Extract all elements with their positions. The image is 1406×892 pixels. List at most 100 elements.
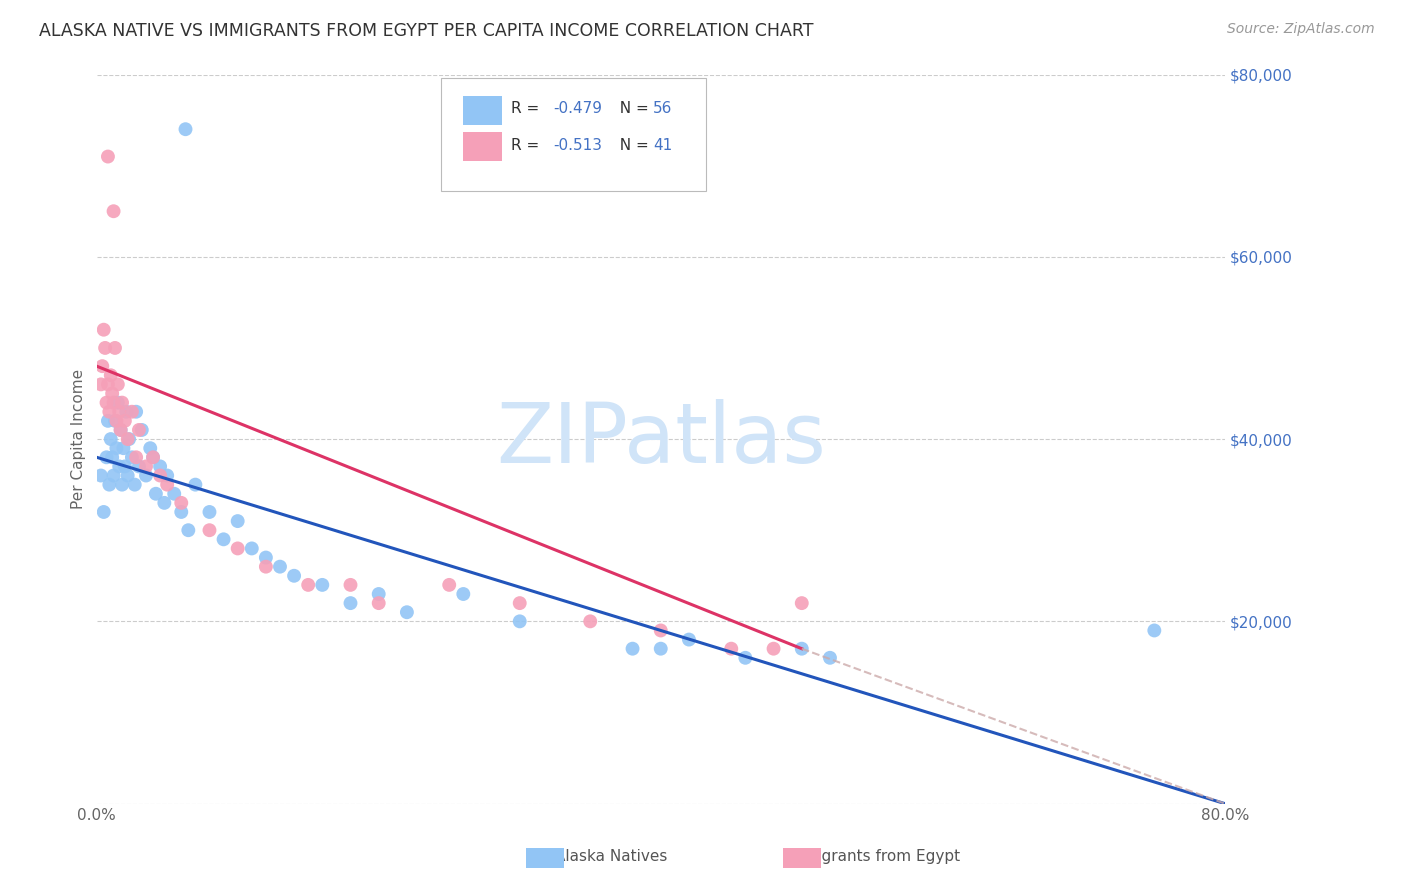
Point xyxy=(105,441,128,455)
Point xyxy=(170,505,193,519)
Point xyxy=(101,450,124,465)
Point xyxy=(135,459,157,474)
Text: N =: N = xyxy=(610,102,654,116)
Point xyxy=(93,323,115,337)
Point xyxy=(212,533,235,547)
Point xyxy=(97,377,120,392)
Text: ZIPatlas: ZIPatlas xyxy=(496,399,825,480)
Point xyxy=(114,459,136,474)
Point xyxy=(509,596,531,610)
Text: Source: ZipAtlas.com: Source: ZipAtlas.com xyxy=(1227,22,1375,37)
Point xyxy=(100,432,122,446)
Point xyxy=(110,423,132,437)
Point xyxy=(103,204,125,219)
Point xyxy=(311,578,333,592)
Point xyxy=(98,405,121,419)
Point xyxy=(720,641,742,656)
Point xyxy=(156,477,179,491)
Point xyxy=(367,596,389,610)
Point xyxy=(96,450,118,465)
Text: 41: 41 xyxy=(652,137,672,153)
Point xyxy=(734,650,756,665)
Point xyxy=(650,641,672,656)
FancyBboxPatch shape xyxy=(464,95,502,125)
Point xyxy=(1143,624,1166,638)
Point xyxy=(139,441,162,455)
Point xyxy=(339,578,361,592)
Point xyxy=(111,477,134,491)
Point xyxy=(153,496,176,510)
Point xyxy=(105,414,128,428)
Point xyxy=(131,423,153,437)
Point xyxy=(96,395,118,409)
Point xyxy=(115,405,138,419)
Text: ALASKA NATIVE VS IMMIGRANTS FROM EGYPT PER CAPITA INCOME CORRELATION CHART: ALASKA NATIVE VS IMMIGRANTS FROM EGYPT P… xyxy=(39,22,814,40)
Point xyxy=(509,615,531,629)
Point xyxy=(97,149,120,163)
Point xyxy=(174,122,197,136)
Point xyxy=(142,450,165,465)
Point xyxy=(790,641,813,656)
Point xyxy=(90,468,112,483)
Point xyxy=(297,578,319,592)
Point xyxy=(108,405,131,419)
Point xyxy=(110,423,132,437)
Point xyxy=(103,395,125,409)
Point xyxy=(437,578,460,592)
Text: Immigrants from Egypt: Immigrants from Egypt xyxy=(783,849,960,863)
Point xyxy=(790,596,813,610)
Point xyxy=(93,505,115,519)
Point xyxy=(184,477,207,491)
Point xyxy=(339,596,361,610)
Point xyxy=(111,395,134,409)
Point xyxy=(107,395,129,409)
Text: N =: N = xyxy=(610,137,654,153)
Point xyxy=(226,514,249,528)
Point xyxy=(125,450,148,465)
Point xyxy=(101,386,124,401)
Point xyxy=(104,341,127,355)
Point xyxy=(117,432,139,446)
Point xyxy=(98,477,121,491)
Point xyxy=(124,477,146,491)
Text: 56: 56 xyxy=(652,102,672,116)
Point xyxy=(94,341,117,355)
Point xyxy=(254,559,277,574)
Text: -0.479: -0.479 xyxy=(554,102,603,116)
Point xyxy=(149,459,172,474)
Point xyxy=(395,605,418,619)
Point xyxy=(114,414,136,428)
Point xyxy=(621,641,644,656)
Point xyxy=(118,432,141,446)
Point xyxy=(283,568,305,582)
Point xyxy=(107,377,129,392)
Point xyxy=(198,505,221,519)
Point xyxy=(104,414,127,428)
Point xyxy=(108,459,131,474)
FancyBboxPatch shape xyxy=(440,78,706,191)
Point xyxy=(128,459,150,474)
Point xyxy=(762,641,785,656)
Point xyxy=(156,468,179,483)
Point xyxy=(170,496,193,510)
Point xyxy=(269,559,291,574)
Point xyxy=(453,587,475,601)
Point xyxy=(254,550,277,565)
Point xyxy=(112,441,135,455)
Point xyxy=(91,359,114,373)
Point xyxy=(103,468,125,483)
Text: -0.513: -0.513 xyxy=(554,137,603,153)
Text: R =: R = xyxy=(510,102,544,116)
Point xyxy=(198,523,221,537)
Point xyxy=(240,541,263,556)
Point xyxy=(177,523,200,537)
Y-axis label: Per Capita Income: Per Capita Income xyxy=(72,369,86,509)
Point xyxy=(163,487,186,501)
Point xyxy=(121,405,143,419)
Point xyxy=(818,650,841,665)
Text: Alaska Natives: Alaska Natives xyxy=(555,849,668,863)
Point xyxy=(149,468,172,483)
Point xyxy=(579,615,602,629)
Point xyxy=(226,541,249,556)
Point xyxy=(100,368,122,383)
